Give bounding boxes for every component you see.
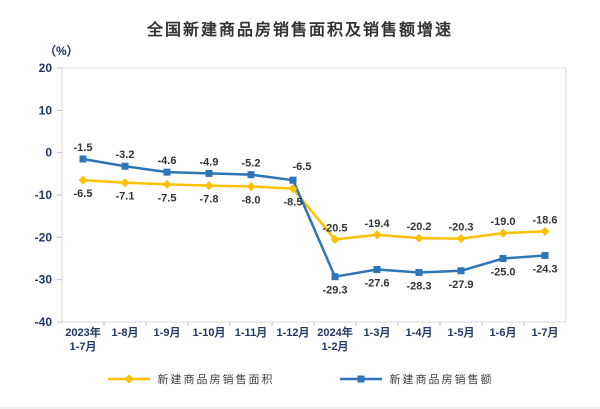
x-axis-tick-label: 1-9月: [154, 326, 181, 339]
data-point-marker-sales-area: [288, 184, 298, 194]
x-axis-tick-label: 1-3月: [364, 326, 391, 339]
y-axis-tick-label: 10: [39, 103, 53, 117]
y-axis-tick-label: -30: [35, 273, 53, 287]
data-point-marker-sales-amount: [373, 266, 381, 274]
x-axis-tick-label: 1-5月: [448, 326, 475, 339]
series-line-sales-amount: [82, 157, 546, 278]
data-point-marker-sales-amount: [247, 171, 255, 179]
data-label-sales-area: -18.6: [532, 214, 557, 226]
data-label-sales-area: -8.0: [242, 195, 261, 207]
x-axis-tick-label: 1-6月: [490, 326, 517, 339]
data-label-sales-area: -19.0: [490, 216, 515, 228]
data-label-sales-area: -20.5: [322, 222, 347, 234]
data-label-sales-amount: -4.6: [158, 155, 177, 167]
x-axis-tick-label: 2023年: [65, 325, 100, 339]
x-axis-tick-label: 1-12月: [276, 326, 309, 339]
y-axis-tick-label: 0: [45, 146, 52, 160]
data-label-sales-amount: -1.5: [74, 142, 93, 154]
legend-item-sales-amount: 新建商品房销售额: [339, 371, 494, 387]
data-point-marker-sales-amount: [205, 169, 213, 177]
x-axis-tick-label: 1-7月: [70, 340, 97, 353]
data-point-marker-sales-area: [78, 175, 88, 185]
data-point-marker-sales-amount: [331, 273, 339, 281]
data-label-sales-amount: -24.3: [532, 264, 557, 276]
data-label-sales-area: -7.1: [116, 191, 135, 203]
data-label-sales-area: -7.5: [158, 192, 177, 204]
chart-title: 全国新建商品房销售面积及销售额增速: [146, 22, 453, 39]
data-label-sales-amount: -27.9: [448, 279, 473, 291]
x-axis-tick-label: 2024年: [317, 325, 352, 339]
data-label-sales-amount: -25.0: [490, 267, 515, 279]
legend-marker-square-icon: [339, 375, 382, 383]
data-point-marker-sales-area: [330, 234, 340, 244]
data-point-marker-sales-area: [414, 233, 424, 243]
x-axis-tick-label: 1-10月: [192, 326, 225, 339]
data-point-marker-sales-area: [162, 179, 172, 189]
plot-border: [61, 67, 567, 323]
data-label-sales-amount: -4.9: [200, 156, 219, 168]
data-label-sales-amount: -28.3: [406, 280, 431, 292]
data-label-sales-amount: -5.2: [242, 158, 261, 170]
data-label-sales-amount: -27.6: [364, 278, 389, 290]
x-axis-tick-label: 1-2月: [322, 340, 349, 353]
data-point-marker-sales-area: [498, 228, 508, 238]
legend-label: 新建商品房销售额: [389, 374, 494, 386]
x-axis-tick-label: 1-7月: [532, 326, 559, 339]
data-label-sales-area: -20.2: [406, 221, 431, 233]
data-point-marker-sales-area: [246, 182, 256, 192]
data-point-marker-sales-area: [540, 226, 550, 236]
data-point-marker-sales-amount: [289, 176, 297, 184]
legend-item-sales-area: 新建商品房销售面积: [107, 371, 275, 387]
y-axis-tick-label: -20: [35, 230, 53, 244]
x-axis-tick-label: 1-8月: [112, 326, 139, 339]
data-label-sales-area: -6.5: [74, 188, 93, 200]
data-point-marker-sales-area: [120, 178, 130, 188]
data-point-marker-sales-amount: [415, 268, 423, 276]
data-point-marker-sales-amount: [499, 255, 507, 262]
series-line-sales-area: [82, 178, 546, 241]
x-axis-tick-label: 1-11月: [235, 326, 267, 339]
data-point-marker-sales-area: [372, 230, 382, 240]
data-point-marker-sales-amount: [541, 252, 549, 260]
data-label-sales-area: -20.3: [448, 222, 473, 234]
x-axis-tick-label: 1-4月: [406, 326, 433, 339]
chart-legend: 新建商品房销售面积 新建商品房销售额: [0, 371, 600, 387]
y-axis-tick-label: -40: [35, 315, 53, 329]
data-label-sales-amount: -6.5: [293, 161, 312, 173]
data-point-marker-sales-area: [456, 234, 466, 244]
data-label-sales-area: -19.4: [364, 218, 390, 230]
data-label-sales-amount: -29.3: [322, 285, 347, 297]
legend-label: 新建商品房销售面积: [157, 374, 275, 386]
data-label-sales-area: -7.8: [200, 194, 219, 206]
data-point-marker-sales-amount: [121, 162, 129, 170]
data-point-marker-sales-amount: [163, 168, 171, 176]
y-axis-unit-label: （%）: [44, 44, 79, 58]
data-point-marker-sales-area: [204, 181, 214, 191]
legend-marker-diamond-icon: [107, 374, 150, 384]
y-axis-tick-label: 20: [39, 61, 53, 75]
data-label-sales-amount: -3.2: [116, 149, 135, 161]
data-point-marker-sales-amount: [79, 155, 87, 163]
y-axis-tick-label: -10: [35, 188, 53, 202]
data-point-marker-sales-amount: [457, 267, 465, 275]
data-label-sales-area: -8.5: [284, 197, 303, 209]
